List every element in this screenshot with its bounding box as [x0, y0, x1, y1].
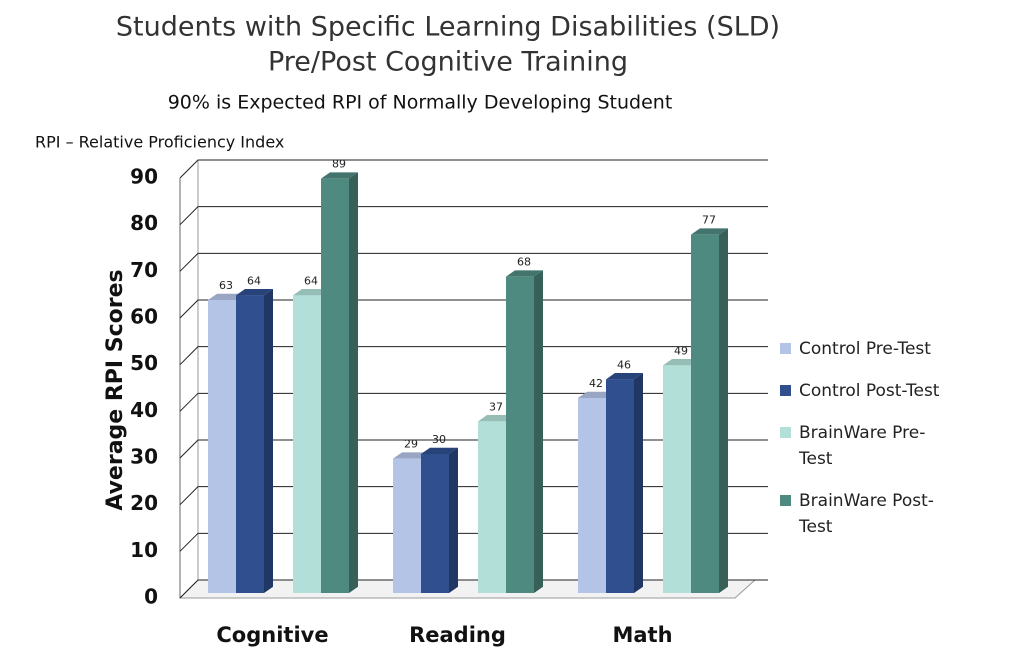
bar-top	[293, 289, 330, 296]
chart-subtitle: 90% is Expected RPI of Normally Developi…	[168, 92, 673, 114]
value-label: 49	[674, 344, 688, 357]
bar-top	[506, 270, 543, 277]
x-tick-label: Cognitive	[216, 623, 328, 647]
bar-top	[691, 228, 728, 235]
y-tick-label: 20	[130, 491, 158, 515]
value-label: 89	[332, 158, 346, 171]
legend-item: Control Pre-Test	[780, 336, 950, 362]
bar-top	[236, 289, 273, 296]
legend-label: BrainWare Pre-Test	[799, 423, 926, 469]
bar-top	[421, 447, 458, 454]
bar-side-shade	[349, 172, 358, 593]
bar-top-shade	[663, 359, 700, 366]
y-tick-label: 10	[130, 538, 158, 562]
bar	[663, 365, 691, 593]
bar	[506, 276, 534, 593]
legend-swatch	[780, 343, 791, 354]
bar	[421, 454, 449, 593]
value-label: 77	[702, 214, 716, 227]
legend-item: BrainWare Pre-Test	[780, 420, 950, 472]
y-tick-label: 40	[130, 398, 158, 422]
bar-top-shade	[293, 289, 330, 296]
y-tick-label: 70	[130, 258, 158, 282]
y-tick-label: 0	[144, 585, 158, 609]
bar	[321, 178, 349, 593]
value-label: 37	[489, 400, 503, 413]
y-tick-label: 30	[130, 445, 158, 469]
legend: Control Pre-Test Control Post-Test BrainWa…	[780, 336, 950, 556]
bar-side	[534, 270, 543, 593]
bar	[293, 295, 321, 593]
legend-label: Control Post-Test	[799, 381, 940, 401]
bar-top	[478, 415, 515, 422]
bar-top	[663, 359, 700, 366]
bar-top-shade	[478, 415, 515, 422]
legend-label: Control Pre-Test	[799, 339, 931, 359]
value-label: 68	[517, 256, 531, 269]
bar-side	[634, 373, 643, 593]
chart-title: Students with Specific Learning Disabili…	[116, 12, 780, 43]
y-tick-label: 90	[130, 165, 158, 189]
grid-line	[179, 392, 768, 412]
value-label: 42	[589, 377, 603, 390]
bar-side-shade	[634, 373, 643, 593]
bar	[606, 379, 634, 593]
bar-side-shade	[449, 447, 458, 593]
bar	[578, 398, 606, 593]
y-tick-label: 50	[130, 351, 158, 375]
value-label: 46	[617, 358, 631, 371]
value-label: 64	[247, 274, 261, 287]
bar-top	[578, 391, 615, 398]
bar-top	[321, 172, 358, 179]
bar	[208, 300, 236, 593]
legend-item: Control Post-Test	[780, 378, 950, 404]
x-tick-label: Reading	[409, 623, 506, 647]
bar-top	[208, 293, 245, 300]
grid-line	[179, 159, 768, 179]
legend-swatch	[780, 385, 791, 396]
bar-side	[449, 447, 458, 593]
bar-top-shade	[208, 293, 245, 300]
annotation: RPI – Relative Proficiency Index	[35, 133, 284, 152]
bar-top-shade	[691, 228, 728, 235]
bar-top	[606, 373, 643, 380]
legend-item: BrainWare Post-Test	[780, 488, 950, 540]
grid-line	[179, 346, 768, 366]
bar-side	[264, 289, 273, 593]
grid-line	[179, 252, 768, 272]
bar	[393, 458, 421, 593]
y-tick-label: 80	[130, 211, 158, 235]
value-label: 29	[404, 438, 418, 451]
bar-side-shade	[534, 270, 543, 593]
y-tick-label: 60	[130, 305, 158, 329]
legend-swatch	[780, 495, 791, 506]
bar	[691, 234, 719, 593]
bar	[478, 421, 506, 593]
value-label: 30	[432, 433, 446, 446]
bar-side	[349, 172, 358, 593]
bar-top-shade	[578, 391, 615, 398]
bar-top-shade	[236, 289, 273, 296]
bar-top	[393, 452, 430, 459]
bar-top-shade	[393, 452, 430, 459]
bar-top-shade	[421, 447, 458, 454]
legend-label: BrainWare Post-Test	[799, 491, 934, 537]
grid-line	[179, 206, 768, 226]
legend-swatch	[780, 427, 791, 438]
bar-side	[719, 228, 728, 593]
bar-top-shade	[321, 172, 358, 179]
bar-top-shade	[606, 373, 643, 380]
chart-title: Pre/Post Cognitive Training	[268, 47, 628, 78]
y-axis-label: Average RPI Scores	[103, 269, 128, 510]
grid-line	[179, 299, 768, 319]
bar-top-shade	[506, 270, 543, 277]
bar-side-shade	[719, 228, 728, 593]
value-label: 63	[219, 279, 233, 292]
x-tick-label: Math	[612, 623, 672, 647]
value-label: 64	[304, 274, 318, 287]
bar-side-shade	[264, 289, 273, 593]
bar	[236, 295, 264, 593]
